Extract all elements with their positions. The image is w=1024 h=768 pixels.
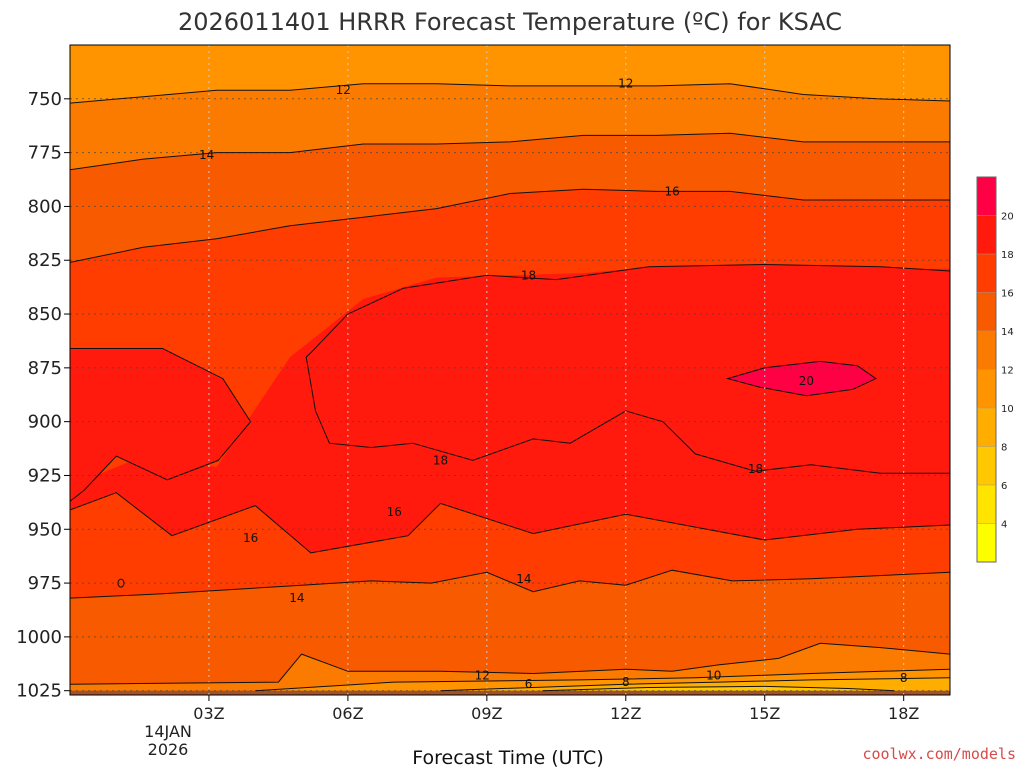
colorbar-swatch: [977, 485, 996, 524]
date-label-day: 14JAN: [144, 722, 192, 741]
colorbar-label: 20: [1001, 212, 1014, 223]
date-label-year: 2026: [148, 740, 189, 759]
grid-lines: [70, 45, 950, 695]
y-axis: 750 775 800 825 850 875 900 925 950 975 1000 1025: [16, 89, 70, 702]
credit-text: coolwx.com/models: [862, 745, 1016, 763]
colorbar-swatch: [977, 408, 996, 447]
contour-lines: [70, 83, 950, 692]
x-axis: 03Z 06Z 09Z 12Z 15Z 18Z: [193, 695, 919, 723]
colorbar-label: 18: [1001, 250, 1014, 261]
contour-label: 16: [243, 531, 258, 545]
colorbar-swatch: [977, 254, 996, 293]
contour-14: [70, 132, 950, 171]
contour-label: 16: [387, 505, 402, 519]
y-tick-label: 975: [28, 573, 62, 594]
y-tick-label: 950: [28, 519, 62, 540]
y-tick-label: 750: [28, 89, 62, 110]
contour-label: 16: [664, 184, 679, 198]
colorbar-swatch: [977, 292, 996, 331]
colorbar-swatch: [977, 523, 996, 562]
band-18-20-main: [305, 263, 950, 474]
x-tick-label: 06Z: [332, 704, 363, 723]
colorbar-swatch: [977, 446, 996, 485]
colorbar-label: 10: [1001, 404, 1014, 415]
color-legend: 4 6 8 10 12 14 16 18 20: [976, 176, 1014, 563]
band-12-14-low-line: [70, 642, 950, 685]
y-tick-label: 800: [28, 196, 62, 217]
y-tick-label: 1025: [16, 681, 62, 702]
x-tick-label: 03Z: [193, 704, 224, 723]
contour-small-loop: [117, 578, 125, 588]
x-tick-label: 15Z: [749, 704, 780, 723]
plot-frame: [69, 44, 951, 696]
y-tick-label: 850: [28, 304, 62, 325]
plot-area: [70, 45, 950, 695]
band-8-10-low-line: [440, 677, 950, 692]
colorbar-label: 16: [1001, 289, 1014, 300]
colorbar-label: 12: [1001, 366, 1014, 377]
contour-label: 18: [521, 268, 536, 282]
contour-labels: 12 12 14 16 18 20 18 18 16 16 14 14 12 10 8 8 6: [199, 77, 908, 691]
contour-label: 14: [289, 591, 304, 605]
contour-label: 8: [622, 675, 630, 689]
band-18-20-west: [70, 348, 252, 502]
colorbar-swatch: [977, 177, 996, 216]
y-tick-label: 875: [28, 358, 62, 379]
colorbar-label: 6: [1001, 481, 1007, 492]
contour-label: 8: [900, 671, 908, 685]
colorbar-swatch: [977, 331, 996, 370]
y-tick-label: 900: [28, 412, 62, 433]
band-16-18-low-line: [70, 492, 950, 554]
contour-label: 10: [706, 669, 721, 683]
colorbar-label: 14: [1001, 327, 1014, 338]
ground-layer: [70, 690, 950, 695]
chart-title: 2026011401 HRRR Forecast Temperature (ºC…: [178, 8, 842, 36]
band-14-16-low-line: [70, 569, 950, 599]
y-tick-label: 925: [28, 465, 62, 486]
x-tick-label: 18Z: [888, 704, 919, 723]
contour-label: 18: [748, 462, 763, 476]
contour-label: 6: [525, 677, 533, 691]
contour-label: 14: [199, 148, 214, 162]
contour-label: 12: [336, 83, 351, 97]
contour-16: [70, 188, 950, 263]
band-10-12-low-line: [255, 668, 950, 692]
colorbar-swatch: [977, 369, 996, 408]
x-tick-label: 12Z: [610, 704, 641, 723]
y-tick-label: 775: [28, 143, 62, 164]
colorbar-swatch: [977, 215, 996, 254]
contour-label: 18: [433, 453, 448, 467]
contour-12: [70, 83, 950, 104]
contour-label: 20: [799, 374, 814, 388]
y-tick-label: 1000: [16, 627, 62, 648]
colorbar-label: 8: [1001, 443, 1007, 454]
band-6-8-low-line: [542, 685, 895, 692]
contour-label: 12: [475, 669, 490, 683]
x-tick-label: 09Z: [471, 704, 502, 723]
contour-label: 12: [618, 77, 633, 91]
x-axis-label: Forecast Time (UTC): [412, 747, 603, 768]
y-tick-label: 825: [28, 250, 62, 271]
contour-label: 14: [516, 572, 531, 586]
temperature-bands: [70, 45, 950, 695]
colorbar-label: 4: [1001, 520, 1007, 531]
